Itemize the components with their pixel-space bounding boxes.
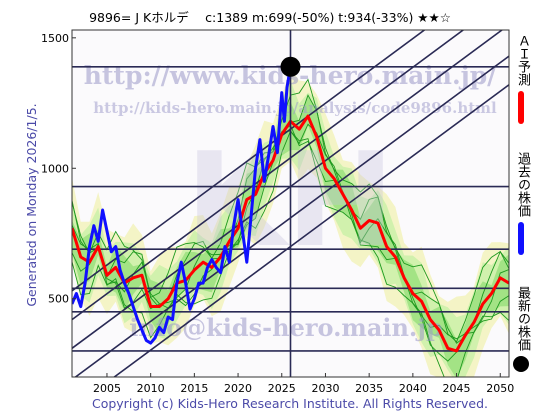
y-tick-label: 500 <box>48 293 69 306</box>
copyright-note: Copyright (c) Kids-Hero Research Institu… <box>92 396 488 411</box>
x-tick-label: 2040 <box>399 382 427 395</box>
x-tick-label: 2010 <box>137 382 165 395</box>
y-tick-label: 1500 <box>41 32 69 45</box>
plot-frame <box>71 29 510 378</box>
watermark-url-analysis: http://kids-hero.main.jp/analysis/code98… <box>93 99 497 117</box>
x-tick-label: 2050 <box>486 382 514 395</box>
watermark-email: info@kids-hero.main.jp <box>129 313 443 342</box>
current-marker <box>280 30 301 377</box>
x-tick-label: 2005 <box>93 382 121 395</box>
x-tick-label: 2025 <box>268 382 296 395</box>
forecast-band <box>72 96 509 377</box>
legend-ai-forecast-label: ＡＩ予測 <box>515 34 530 86</box>
legend-past-price-swatch <box>518 222 524 255</box>
x-tick-label: 2015 <box>180 382 208 395</box>
chart-header: 9896= J Kホルデ c:1389 m:699(-50%) t:934(-3… <box>89 10 451 25</box>
legend-past-price-label: 過去の株価 <box>515 152 530 217</box>
legend-latest-price-dot <box>513 356 529 372</box>
forecast-band <box>72 80 509 377</box>
x-tick-label: 2030 <box>311 382 339 395</box>
latest-price-dot <box>280 56 301 77</box>
generated-note: Generated on Monday 2026/1/5. <box>24 103 39 306</box>
legend-ai-forecast-swatch <box>518 91 524 124</box>
axis-ticks: 2005 2010 2015 2020 2025 2030 2035 2040 2045 2050… <box>41 32 514 395</box>
x-tick-label: 2020 <box>224 382 252 395</box>
x-tick-label: 2045 <box>443 382 471 395</box>
legend-latest-price-label: 最新の株価 <box>515 286 530 351</box>
x-tick-label: 2035 <box>355 382 383 395</box>
past-price-line <box>72 66 292 345</box>
y-tick-label: 1000 <box>41 162 69 175</box>
